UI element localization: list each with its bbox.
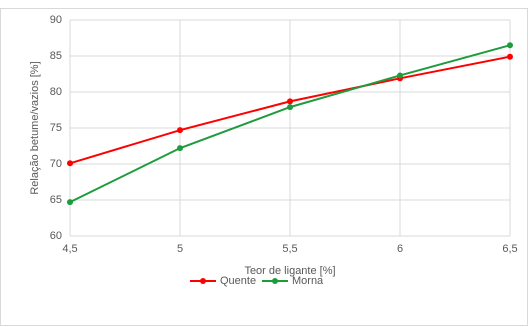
y-axis-label: Relação betume/vazios [%] [29,61,41,194]
y-tick-label: 65 [50,194,62,206]
data-point [177,127,183,134]
data-point [507,53,513,60]
x-tick-label: 6 [397,243,403,255]
data-point [397,72,403,79]
x-tick-label: 5 [177,243,183,255]
x-tick-label: 6,5 [502,243,517,255]
data-point [287,104,293,111]
y-tick-label: 90 [50,14,62,26]
legend-label: Morna [292,275,324,287]
y-tick-label: 60 [50,230,62,242]
legend-marker [272,278,278,284]
data-point [507,42,513,49]
legend-marker [200,278,206,284]
y-tick-label: 70 [50,158,62,170]
y-tick-label: 75 [50,122,62,134]
data-point [67,199,73,206]
x-tick-label: 5,5 [282,243,297,255]
chart-frame [0,8,528,326]
legend-label: Quente [220,275,256,287]
data-point [67,160,73,167]
data-point [287,98,293,105]
data-point [177,145,183,152]
y-tick-label: 80 [50,86,62,98]
x-axis-label: Teor de ligante [%] [244,265,335,277]
y-tick-label: 85 [50,50,62,62]
x-tick-label: 4,5 [62,243,77,255]
